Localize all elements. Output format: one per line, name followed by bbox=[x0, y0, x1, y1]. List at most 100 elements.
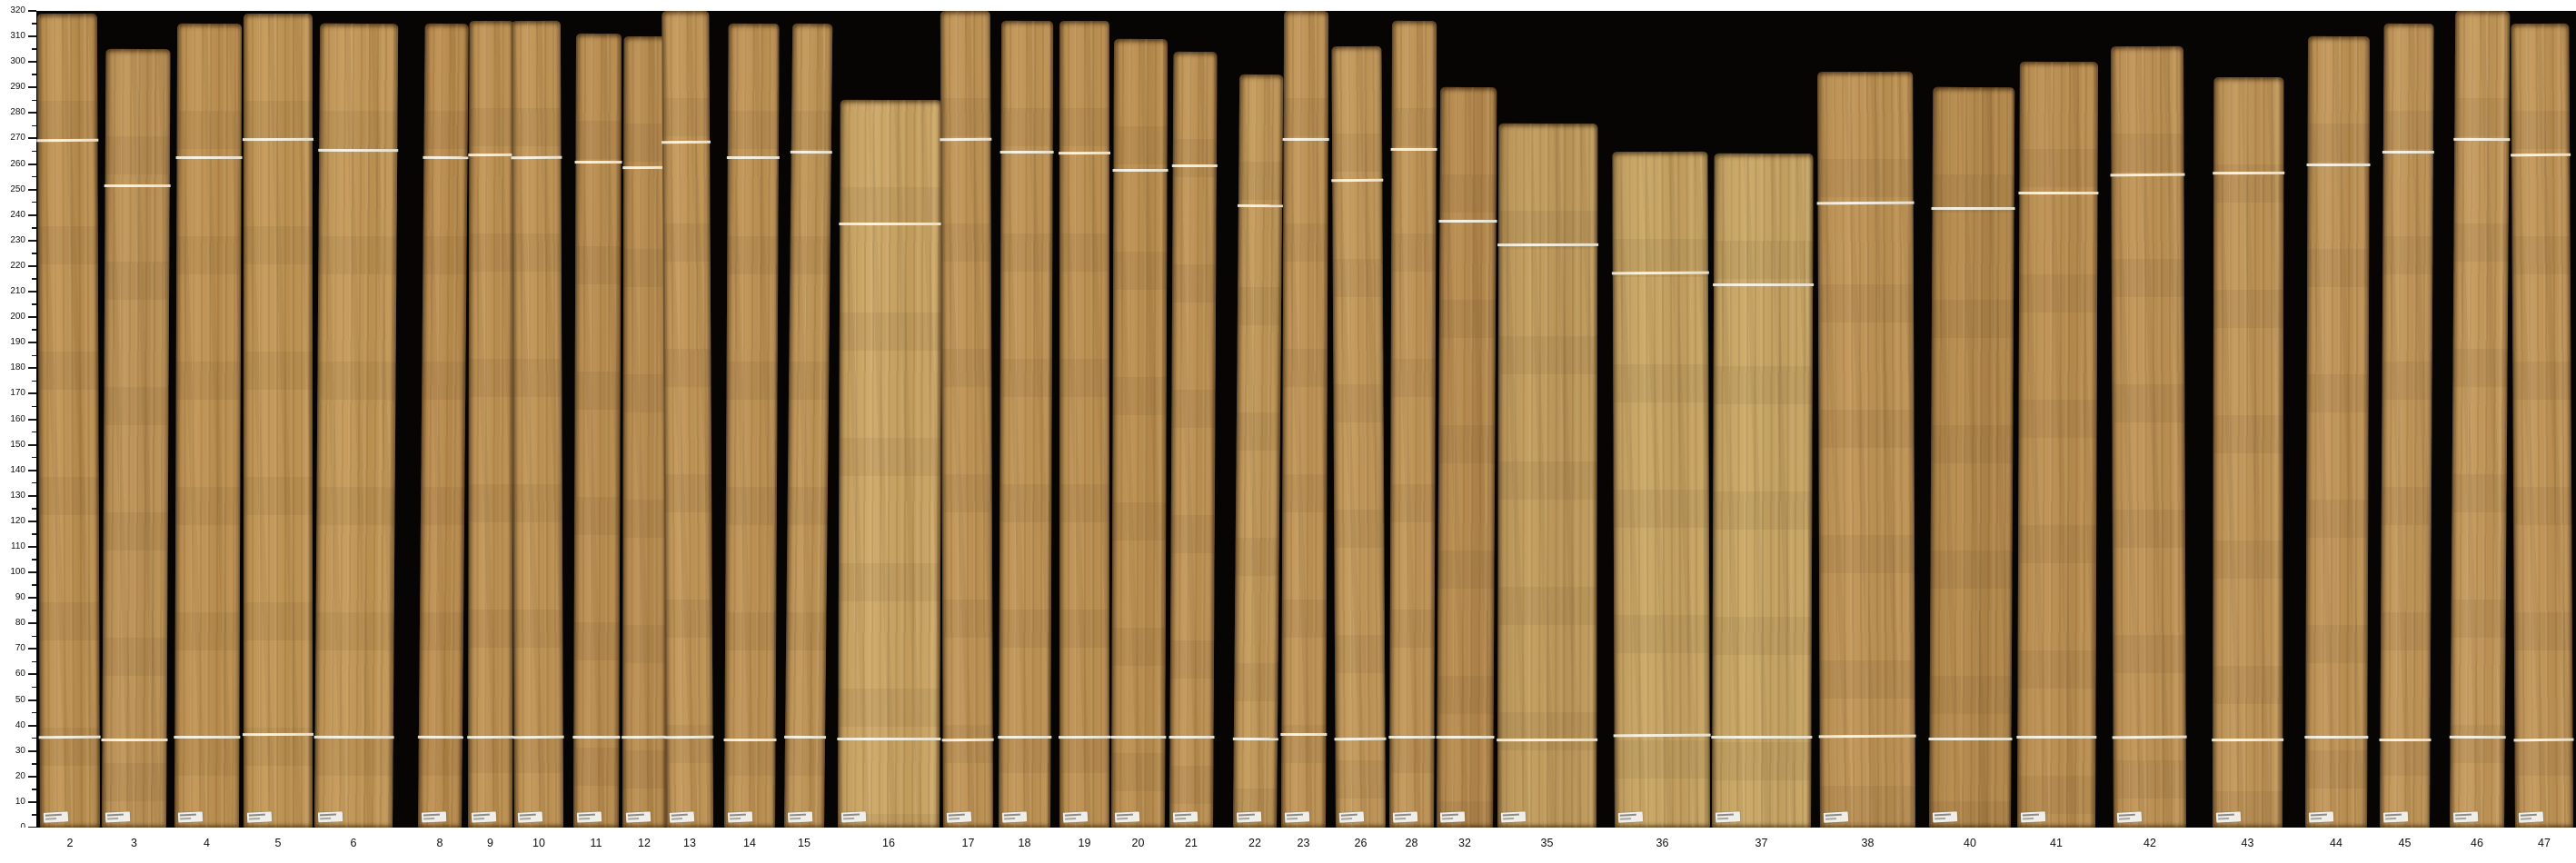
wood-board bbox=[1280, 11, 1329, 828]
wood-grain-texture bbox=[724, 23, 780, 828]
scan-black-background bbox=[36, 11, 2576, 828]
axis-tick-major bbox=[28, 724, 36, 727]
chalk-line bbox=[511, 155, 562, 160]
sticker-text-line bbox=[1934, 813, 1951, 817]
axis-tick-minor bbox=[32, 635, 36, 638]
board-number: 40 bbox=[1964, 837, 1976, 849]
axis-tick-minor bbox=[32, 354, 36, 357]
axis-tick-label: 280 bbox=[10, 107, 25, 118]
axis-tick-label: 170 bbox=[10, 388, 25, 399]
sticker-text-line bbox=[45, 813, 62, 817]
wood-board bbox=[417, 23, 469, 828]
axis-tick-major bbox=[28, 648, 36, 650]
wood-board bbox=[723, 23, 780, 828]
board-number: 41 bbox=[2050, 837, 2063, 849]
axis-tick-major bbox=[28, 35, 36, 38]
sticker-text-line bbox=[1441, 813, 1458, 817]
board-number: 2 bbox=[66, 837, 74, 849]
board-number: 46 bbox=[2471, 837, 2483, 849]
sticker-text-line bbox=[789, 813, 807, 817]
wood-grain-texture bbox=[1929, 87, 2015, 828]
wood-board bbox=[784, 23, 833, 828]
wood-board bbox=[2449, 11, 2511, 828]
chalk-line-bottom bbox=[2304, 735, 2369, 739]
axis-tick-major bbox=[28, 749, 36, 752]
axis-tick-major bbox=[28, 239, 36, 242]
chalk-line-bottom bbox=[1280, 733, 1328, 737]
wood-grain-texture bbox=[661, 11, 713, 828]
sticker-text-line bbox=[1717, 817, 1729, 820]
sticker-text-line bbox=[473, 817, 485, 820]
wood-board bbox=[998, 21, 1054, 828]
wood-grain-texture bbox=[2017, 62, 2098, 828]
chalk-line-bottom bbox=[313, 735, 394, 739]
sticker-text-line bbox=[1175, 817, 1187, 820]
inventory-sticker bbox=[1062, 811, 1089, 823]
sticker-text-line bbox=[1442, 817, 1454, 820]
axis-tick-label: 150 bbox=[10, 439, 25, 450]
wood-grain-texture bbox=[468, 21, 514, 828]
board-number: 17 bbox=[961, 837, 975, 849]
axis-tick-major bbox=[28, 163, 36, 165]
inventory-sticker bbox=[104, 811, 131, 823]
axis-tick-label: 70 bbox=[15, 643, 25, 654]
axis-tick-major bbox=[28, 545, 36, 548]
wood-board bbox=[2016, 62, 2099, 828]
axis-tick-label: 140 bbox=[10, 464, 25, 475]
wood-grain-texture bbox=[1281, 11, 1329, 828]
sticker-text-line bbox=[1003, 813, 1020, 817]
board-number: 23 bbox=[1297, 837, 1310, 849]
inventory-sticker bbox=[1823, 811, 1849, 823]
sticker-text-line bbox=[729, 813, 746, 817]
inventory-sticker bbox=[2518, 811, 2544, 823]
inventory-sticker bbox=[2116, 811, 2143, 823]
axis-tick-label: 260 bbox=[10, 158, 25, 169]
axis-tick-major bbox=[28, 213, 36, 216]
wood-board bbox=[2110, 46, 2187, 828]
axis-tick-major bbox=[28, 342, 36, 344]
axis-tick-minor bbox=[32, 814, 36, 816]
board-number: 16 bbox=[882, 837, 895, 849]
chalk-line bbox=[2213, 171, 2285, 175]
sticker-text-line bbox=[628, 817, 640, 820]
inventory-sticker bbox=[1172, 811, 1198, 823]
chalk-line-bottom bbox=[2016, 735, 2097, 739]
axis-tick-label: 160 bbox=[10, 413, 25, 424]
axis-tick-label: 270 bbox=[10, 133, 25, 144]
axis-tick-label: 290 bbox=[10, 82, 25, 93]
board-number: 19 bbox=[1078, 837, 1091, 849]
sticker-text-line bbox=[1174, 813, 1191, 817]
axis-tick-label: 310 bbox=[10, 31, 25, 42]
axis-tick-minor bbox=[32, 48, 36, 50]
chalk-line bbox=[1058, 151, 1111, 154]
chalk-line bbox=[1931, 207, 2015, 211]
chalk-line-bottom bbox=[174, 735, 241, 739]
axis-tick-minor bbox=[32, 610, 36, 611]
top-margin bbox=[36, 0, 2576, 11]
chalk-line bbox=[318, 148, 399, 152]
inventory-sticker bbox=[1715, 811, 1741, 823]
axis-tick-minor bbox=[32, 99, 36, 102]
axis-tick-label: 210 bbox=[10, 286, 25, 297]
axis-tick-minor bbox=[32, 737, 36, 739]
wood-board bbox=[242, 13, 314, 828]
ruler-axis: 0 10 20 30 40 50 60 70 80 90 100 110 120 130 140 150 160… bbox=[0, 0, 36, 863]
wood-grain-texture bbox=[573, 34, 622, 828]
chalk-line-bottom bbox=[784, 735, 827, 739]
wood-grain-texture bbox=[1497, 123, 1598, 828]
wood-board bbox=[1711, 154, 1815, 828]
chalk-line-bottom bbox=[512, 735, 564, 739]
inventory-sticker bbox=[1001, 811, 1028, 823]
wood-grain-texture bbox=[2110, 46, 2186, 828]
wood-grain-texture bbox=[314, 23, 399, 828]
axis-tick-minor bbox=[32, 533, 36, 535]
axis-tick-minor bbox=[32, 227, 36, 229]
axis-tick-major bbox=[28, 316, 36, 319]
axis-tick-major bbox=[28, 699, 36, 701]
board-number: 22 bbox=[1248, 837, 1261, 849]
sticker-text-line bbox=[2217, 813, 2234, 817]
inventory-sticker bbox=[2020, 811, 2046, 823]
axis-tick-major bbox=[28, 520, 36, 522]
inventory-sticker bbox=[787, 811, 813, 823]
inventory-sticker bbox=[317, 811, 343, 823]
